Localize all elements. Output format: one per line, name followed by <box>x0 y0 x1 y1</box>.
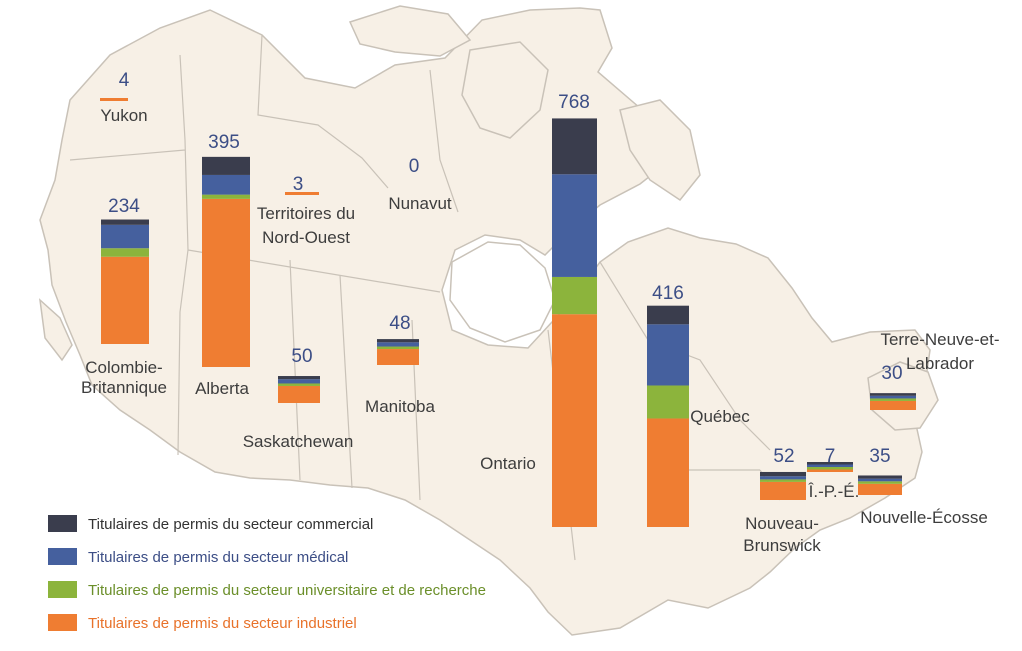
province-label-nl: Labrador <box>906 354 974 373</box>
total-label-quebec: 416 <box>652 283 684 304</box>
bar-nb-industrial <box>760 481 806 500</box>
province-label-yukon: Yukon <box>100 106 147 125</box>
bar-bc-medical <box>101 224 149 249</box>
bar-ns-university <box>858 481 902 484</box>
bar-saskatchewan-industrial <box>278 385 320 403</box>
province-label-ns: Nouvelle-Écosse <box>860 508 988 527</box>
bar-ontario-commercial <box>552 118 597 175</box>
total-label-saskatchewan: 50 <box>291 346 312 367</box>
province-label-nwt: Territoires du <box>257 204 355 223</box>
bar-manitoba-university <box>377 346 419 350</box>
bar-ontario-university <box>552 276 597 315</box>
bar-bc-industrial <box>101 256 149 344</box>
province-label-pei: Î.-P.-É. <box>808 482 860 501</box>
legend-swatch-medical <box>48 548 77 565</box>
bar-ns-industrial <box>858 483 902 495</box>
total-label-yukon: 4 <box>119 70 130 91</box>
bar-saskatchewan-medical <box>278 379 320 384</box>
bar-quebec-university <box>647 385 689 419</box>
arctic-island-1 <box>348 5 472 57</box>
province-label-bc: Colombie- <box>85 358 162 377</box>
total-label-bc: 234 <box>108 196 140 217</box>
province-label-manitoba: Manitoba <box>365 397 435 416</box>
bar-manitoba-industrial <box>377 349 419 365</box>
legend-swatch-industrial <box>48 614 77 631</box>
bar-alberta-medical <box>202 174 250 195</box>
bar-pei-university <box>807 467 853 470</box>
map-background <box>38 5 939 636</box>
bar-quebec-commercial <box>647 305 689 325</box>
province-label-nb: Nouveau- <box>745 514 819 533</box>
total-label-manitoba: 48 <box>389 313 410 334</box>
province-label-saskatchewan: Saskatchewan <box>243 432 354 451</box>
bar-saskatchewan-commercial <box>278 376 320 380</box>
province-label-nwt: Nord-Ouest <box>262 228 350 247</box>
bar-nl-commercial <box>870 393 916 396</box>
bar-bc-university <box>101 248 149 257</box>
arctic-island-3 <box>619 99 701 202</box>
legend-label-industrial: Titulaires de permis du secteur industri… <box>88 615 357 632</box>
canada-landmass <box>39 7 931 636</box>
bar-manitoba-medical <box>377 342 419 347</box>
arctic-island-2 <box>461 41 549 139</box>
bar-yukon-industrial <box>100 98 128 101</box>
legend-label-university: Titulaires de permis du secteur universi… <box>88 582 486 599</box>
bar-saskatchewan-university <box>278 383 320 386</box>
legend: Titulaires de permis du secteur commerci… <box>48 515 486 632</box>
bar-alberta-industrial <box>202 198 250 367</box>
bar-nl-university <box>870 398 916 401</box>
bar-pei-medical <box>807 464 853 467</box>
bar-nb-commercial <box>760 471 806 477</box>
bar-alberta-commercial <box>202 156 250 175</box>
bar-bc-commercial <box>101 219 149 225</box>
bar-quebec-industrial <box>647 418 689 527</box>
bar-nb-medical <box>760 476 806 480</box>
total-label-ns: 35 <box>869 446 890 467</box>
total-label-ontario: 768 <box>558 92 590 113</box>
vancouver-island <box>38 298 73 362</box>
bar-ontario-industrial <box>552 314 597 527</box>
province-label-ontario: Ontario <box>480 454 536 473</box>
legend-swatch-commercial <box>48 515 77 532</box>
bar-pei-commercial <box>807 462 853 465</box>
labels-layer: 4 Yukon 234 Colombie-Britannique 395 Alberta 3… <box>81 70 1000 555</box>
province-label-nb: Brunswick <box>743 536 821 555</box>
province-label-alberta: Alberta <box>195 379 249 398</box>
legend-label-medical: Titulaires de permis du secteur médical <box>88 549 348 566</box>
total-label-nl: 30 <box>881 363 902 384</box>
bar-ontario-medical <box>552 174 597 277</box>
bar-nb-university <box>760 479 806 482</box>
bar-alberta-university <box>202 194 250 199</box>
province-label-quebec: Québec <box>690 407 750 426</box>
bar-ns-commercial <box>858 475 902 479</box>
bar-nl-industrial <box>870 400 916 410</box>
total-label-pei: 7 <box>825 446 836 467</box>
total-label-nunavut: 0 <box>409 156 420 177</box>
legend-label-commercial: Titulaires de permis du secteur commerci… <box>88 516 373 533</box>
province-label-nl: Terre-Neuve-et- <box>880 330 999 349</box>
bar-quebec-medical <box>647 324 689 386</box>
hudson-bay <box>449 241 556 343</box>
bars-layer <box>100 98 916 527</box>
legend-swatch-university <box>48 581 77 598</box>
bar-ns-medical <box>858 478 902 482</box>
total-label-alberta: 395 <box>208 132 240 153</box>
province-label-nunavut: Nunavut <box>388 194 452 213</box>
total-label-nwt: 3 <box>293 174 304 195</box>
bar-nwt-industrial <box>285 192 319 195</box>
province-label-bc: Britannique <box>81 378 167 397</box>
bar-manitoba-commercial <box>377 339 419 343</box>
total-label-nb: 52 <box>773 446 794 467</box>
bar-pei-industrial <box>807 469 853 472</box>
bar-nl-medical <box>870 395 916 399</box>
